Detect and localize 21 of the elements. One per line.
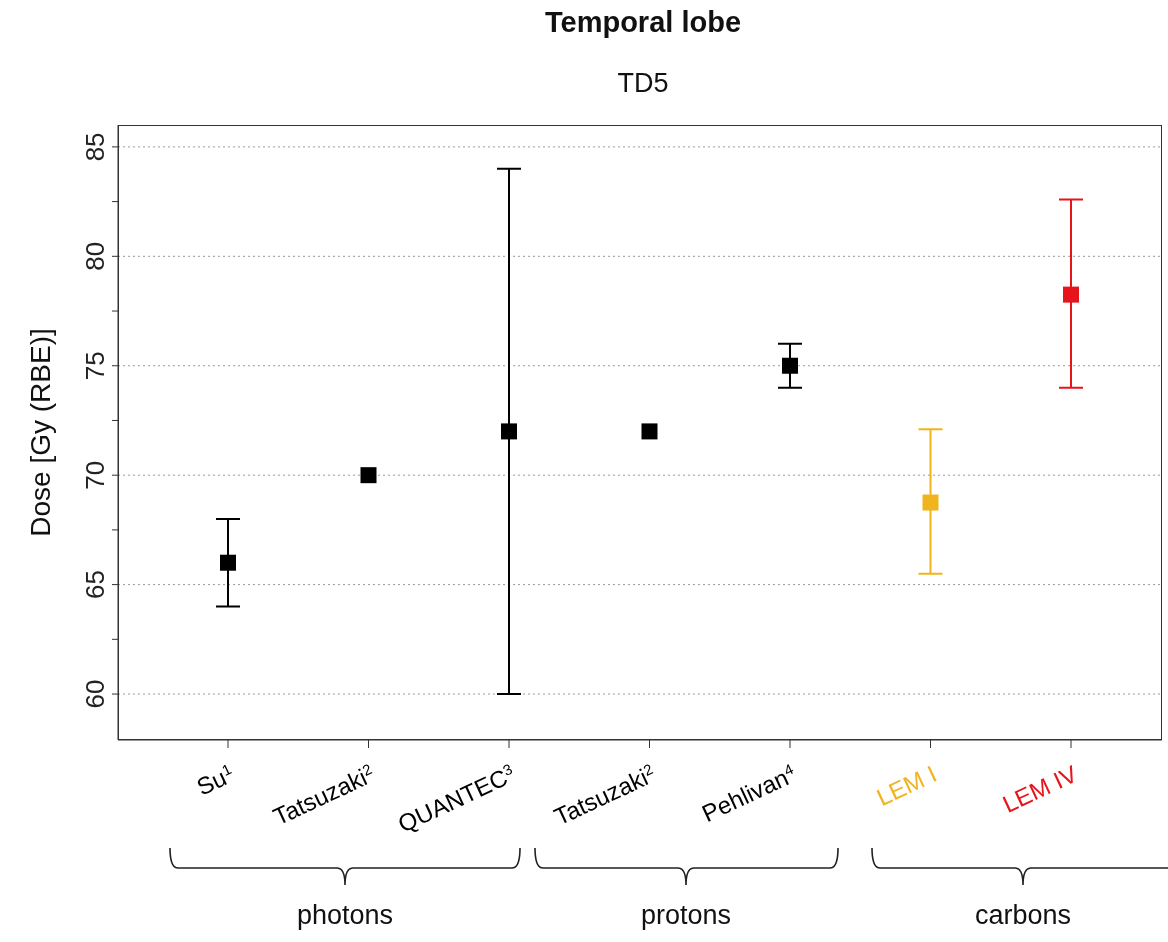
y-tick-label: 65 <box>80 570 110 600</box>
point <box>1063 286 1079 303</box>
x-tick-label: LEM I <box>872 760 941 812</box>
point <box>922 494 939 511</box>
y-tick-label: 60 <box>80 679 110 709</box>
y-tick-label: 70 <box>80 460 110 490</box>
point <box>360 467 377 484</box>
point <box>501 423 517 440</box>
y-tick-label: 75 <box>80 351 110 381</box>
text: photons <box>295 900 395 931</box>
point <box>220 554 236 571</box>
x-tick-label: LEM IV <box>998 760 1082 818</box>
text: carbons <box>973 900 1073 931</box>
chart-title: Temporal lobe <box>543 6 743 39</box>
y-tick-label: 85 <box>80 132 110 162</box>
y-axis-title: Dose [Gy (RBE)] <box>25 328 56 537</box>
y-tick-label: 80 <box>80 241 110 271</box>
text: protons <box>639 900 733 931</box>
point <box>641 423 658 440</box>
point <box>782 357 798 374</box>
chart-subtitle: TD5 <box>616 68 670 99</box>
